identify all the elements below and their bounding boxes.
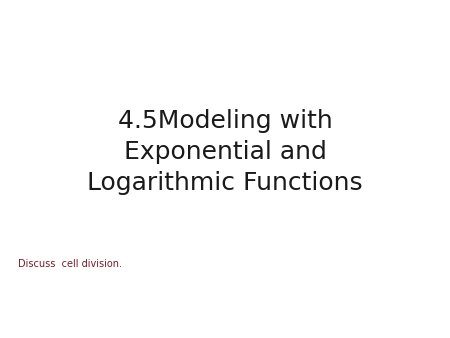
Text: Discuss  cell division.: Discuss cell division. (18, 259, 122, 269)
Text: 4.5Modeling with
Exponential and
Logarithmic Functions: 4.5Modeling with Exponential and Logarit… (87, 110, 363, 195)
